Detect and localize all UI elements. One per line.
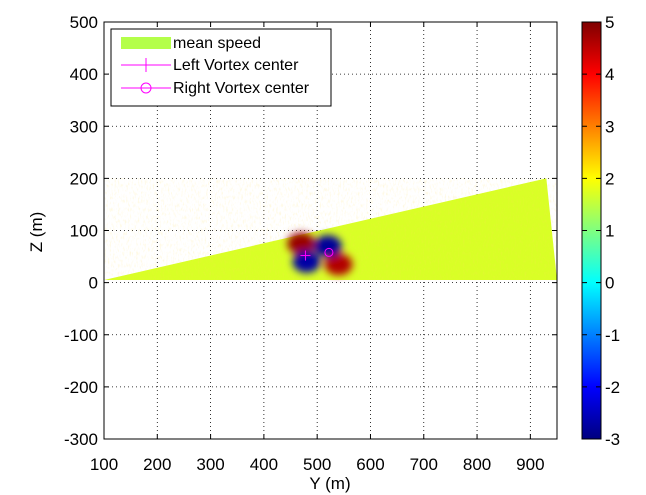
y-tick-label: 300 [70, 117, 98, 136]
x-tick-label: 400 [250, 455, 278, 474]
vortex-blob [313, 235, 342, 258]
x-tick-label: 600 [356, 455, 384, 474]
colorbar-tick-label: 3 [605, 117, 614, 136]
x-axis-label: Y (m) [309, 474, 350, 493]
y-tick-label: -100 [64, 326, 98, 345]
x-tick-label: 700 [410, 455, 438, 474]
colorbar-tick-label: 4 [605, 65, 614, 84]
x-tick-label: 800 [463, 455, 491, 474]
x-tick-label: 300 [196, 455, 224, 474]
y-tick-label: 0 [89, 274, 98, 293]
vortex-blob [324, 253, 353, 276]
y-tick-label: 100 [70, 222, 98, 241]
axis-ticks [103, 21, 557, 440]
speed-field [104, 178, 557, 281]
colorbar-tick-label: 0 [605, 274, 614, 293]
colorbar-tick-label: -3 [605, 430, 620, 449]
vortex-blobs [287, 232, 353, 276]
colorbar-tick-label: -1 [605, 326, 620, 345]
colorbar-tick-label: 5 [605, 13, 614, 32]
legend-label-right-vortex: Right Vortex center [173, 80, 310, 97]
x-tick-label: 500 [303, 455, 331, 474]
x-tick-label: 900 [516, 455, 544, 474]
legend-label-mean-speed: mean speed [173, 35, 261, 52]
legend-marker-circle [140, 82, 152, 94]
y-tick-label: -200 [64, 378, 98, 397]
legend: mean speed Left Vortex center Right Vort… [110, 28, 332, 107]
legend-marker-plus [139, 58, 153, 72]
legend-swatch-mean-speed [121, 37, 171, 49]
y-tick-label: 200 [70, 169, 98, 188]
right-vortex-center-marker [324, 247, 334, 257]
y-tick-label: -300 [64, 430, 98, 449]
legend-label-left-vortex: Left Vortex center [173, 57, 299, 74]
y-tick-label: 400 [70, 65, 98, 84]
y-tick-labels: -300 -200 -100 0 100 200 300 400 500 [64, 13, 98, 449]
vortex-blob [287, 232, 316, 255]
colorbar-ticks: -3 -2 -1 0 1 2 3 4 5 [582, 13, 620, 449]
speed-field-texture [104, 178, 557, 281]
x-tick-label: 100 [90, 455, 118, 474]
colorbar-tick-label: 1 [605, 222, 614, 241]
colorbar-tick-label: -2 [605, 378, 620, 397]
x-tick-labels: 100 200 300 400 500 600 700 800 900 [90, 455, 545, 474]
vortex-blob [292, 250, 321, 273]
y-axis-label: Z (m) [27, 212, 46, 253]
x-tick-label: 200 [143, 455, 171, 474]
y-tick-label: 500 [70, 13, 98, 32]
colorbar-tick-label: 2 [605, 169, 614, 188]
